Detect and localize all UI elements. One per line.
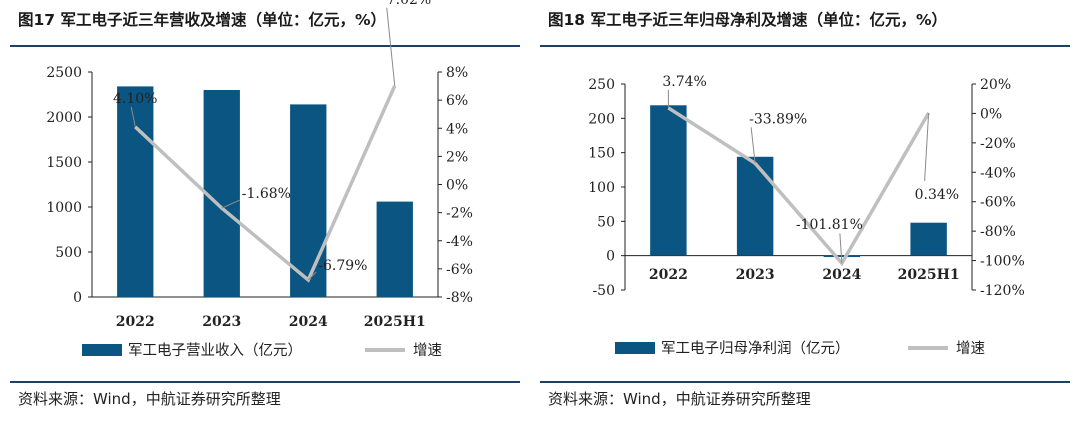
y-tick-label-right: -8%: [446, 290, 473, 306]
y-tick-label-left: 150: [588, 146, 615, 162]
y-tick-label-right: -80%: [980, 224, 1016, 240]
y-tick-label-right: 0%: [980, 106, 1002, 122]
y-tick-label-right: 6%: [446, 93, 468, 109]
x-tick-label: 2023: [202, 314, 241, 330]
source-rule: [540, 381, 1070, 383]
data-label-leader: [839, 233, 843, 264]
y-tick-label-right: -100%: [980, 254, 1025, 270]
chart-panel-profit: 图18 军工电子近三年归母净利及增速（单位：亿元，%） 250 200 150 100…: [540, 0, 1070, 422]
y-tick-label-left: 1500: [46, 155, 82, 171]
legend-swatch-bar: [615, 342, 655, 354]
y-tick-label-left: 200: [588, 111, 615, 127]
data-label: -6.79%: [318, 258, 367, 274]
x-tick-label: 2025H1: [898, 267, 960, 283]
x-tick-label: 2024: [822, 267, 861, 283]
legend-label-bar: 军工电子归母净利润（亿元）: [661, 340, 850, 357]
data-label: -101.81%: [796, 217, 863, 233]
x-tick-label: 2022: [116, 314, 155, 330]
data-label-leader: [750, 127, 756, 164]
source-note: 资料来源：Wind，中航证券研究所整理: [18, 390, 281, 408]
y-tick-label-left: 250: [588, 77, 615, 93]
legend-label-line: 增速: [413, 342, 442, 359]
source-note: 资料来源：Wind，中航证券研究所整理: [548, 390, 811, 408]
y-tick-label-right: -60%: [980, 195, 1016, 211]
y-tick-label-left: 0: [606, 249, 615, 265]
data-label: 0.34%: [915, 187, 959, 203]
y-tick-label-left: 2000: [46, 110, 82, 126]
bar: [376, 201, 413, 297]
bar: [736, 156, 774, 256]
bar: [290, 104, 327, 298]
y-tick-label-right: 20%: [980, 77, 1011, 93]
x-tick-label: 2023: [736, 267, 775, 283]
data-label: 7.02%: [387, 0, 431, 8]
bar: [910, 222, 947, 256]
y-tick-label-right: -20%: [980, 136, 1016, 152]
chart-panel-revenue: 图17 军工电子近三年营收及增速（单位：亿元，%） 2500 2000 1500 10…: [10, 0, 520, 422]
data-label: 3.74%: [662, 74, 706, 90]
source-rule: [10, 381, 520, 383]
legend-label-line: 增速: [956, 340, 985, 357]
y-tick-label-left: 1000: [46, 200, 82, 216]
y-tick-label-right: 2%: [446, 149, 468, 165]
title-rule: [10, 45, 520, 47]
y-tick-label-left: 100: [588, 180, 615, 196]
legend-label-bar: 军工电子营业收入（亿元）: [128, 342, 302, 359]
data-label-leader: [307, 271, 317, 281]
chart-title: 图17 军工电子近三年营收及增速（单位：亿元，%）: [18, 11, 386, 29]
y-tick-label-left: -50: [592, 283, 615, 299]
y-tick-label-right: -4%: [446, 234, 473, 250]
data-label-leader: [386, 7, 396, 86]
y-tick-label-right: 4%: [446, 121, 468, 137]
bar: [117, 86, 154, 298]
x-tick-label: 2022: [649, 267, 688, 283]
y-tick-label-right: -120%: [980, 283, 1025, 299]
data-label-leader: [221, 199, 240, 209]
y-tick-label-right: -6%: [446, 262, 473, 278]
x-tick-label: 2025H1: [364, 314, 426, 330]
data-label: 4.10%: [113, 91, 157, 107]
profit-chart: 250 200 150 100 50 0 -50 20% 0% -20% -40% -60% -80% -…: [588, 74, 1025, 357]
chart-title: 图18 军工电子近三年归母净利及增速（单位：亿元，%）: [548, 11, 947, 29]
revenue-chart: 2500 2000 1500 1000 500 0 8% 6% 4% 2% 0% -2% -4% -6% -…: [46, 0, 473, 359]
data-label-leader: [130, 106, 136, 127]
growth-line: [667, 106, 931, 267]
data-label: -1.68%: [242, 186, 291, 202]
data-label: -33.89%: [749, 111, 807, 127]
growth-line: [134, 85, 397, 283]
data-label-leader: [924, 112, 930, 181]
y-tick-label-left: 50: [597, 214, 615, 230]
y-tick-label-left: 0: [73, 290, 82, 306]
legend-swatch-bar: [82, 344, 122, 356]
y-tick-label-right: 8%: [446, 65, 468, 81]
bar: [650, 105, 687, 256]
y-tick-label-left: 500: [55, 245, 82, 261]
y-tick-label-right: -2%: [446, 206, 473, 222]
title-rule: [540, 45, 1070, 47]
bar: [203, 90, 240, 297]
y-tick-label-right: -40%: [980, 165, 1016, 181]
y-tick-label-right: 0%: [446, 178, 468, 194]
x-tick-label: 2024: [289, 314, 328, 330]
y-tick-label-left: 2500: [46, 65, 82, 81]
